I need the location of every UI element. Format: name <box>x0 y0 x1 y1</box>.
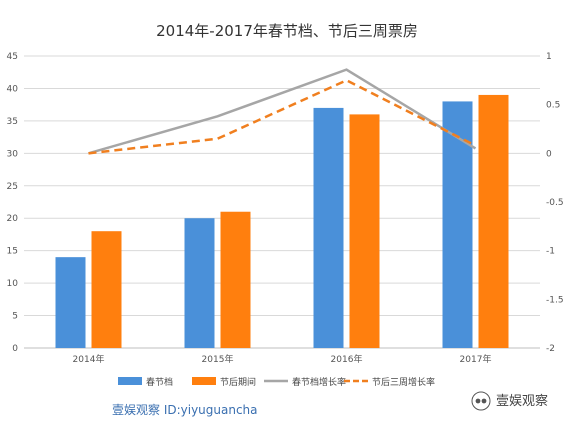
line-series <box>88 68 477 155</box>
bar-post-holiday <box>91 231 122 348</box>
legend-label: 春节档增长率 <box>292 376 346 388</box>
bar-post-holiday <box>349 114 380 349</box>
x-tick-label: 2014年 <box>73 353 105 365</box>
right-tick-label: -1 <box>546 247 555 257</box>
x-axis: 2014年 2015年 2016年 2017年 <box>73 353 492 365</box>
left-tick-label: 20 <box>7 214 19 224</box>
right-tick-label: -2 <box>546 344 555 354</box>
watermark-left-text: 壹娱观察 ID:yiyuguancha <box>112 403 258 417</box>
left-tick-label: 10 <box>7 279 19 289</box>
left-tick-label: 35 <box>7 117 18 127</box>
legend: 春节档 节后期间 春节档增长率 节后三周增长率 <box>118 376 435 388</box>
right-tick-label: 0 <box>546 149 552 159</box>
legend-label: 春节档 <box>146 376 173 388</box>
left-tick-label: 25 <box>7 182 18 192</box>
right-tick-label: -1.5 <box>546 295 564 305</box>
x-tick-label: 2015年 <box>202 353 234 365</box>
left-tick-label: 30 <box>7 149 19 159</box>
left-tick-label: 15 <box>7 247 18 257</box>
left-tick-label: 45 <box>7 52 18 62</box>
chart-title: 2014年-2017年春节档、节后三周票房 <box>156 22 418 40</box>
wechat-account-icon <box>471 391 491 411</box>
bar-post-holiday <box>220 211 251 348</box>
bar-spring-festival <box>55 257 86 348</box>
legend-label: 节后三周增长率 <box>372 376 435 388</box>
left-tick-label: 40 <box>7 84 19 94</box>
legend-swatch <box>118 377 142 385</box>
right-axis: -2 -1.5 -1 -0.5 0 0.5 1 <box>546 52 564 354</box>
bar-post-holiday <box>478 94 509 348</box>
bar-series <box>55 94 509 349</box>
right-tick-label: 0.5 <box>546 101 560 111</box>
line-spring-growth <box>88 68 477 155</box>
x-tick-label: 2017年 <box>460 353 492 365</box>
left-axis: 0 5 10 15 20 25 30 35 40 45 <box>7 52 19 354</box>
left-tick-label: 0 <box>12 344 18 354</box>
x-tick-label: 2016年 <box>331 353 363 365</box>
line-post-growth <box>88 78 477 155</box>
bar-spring-festival <box>313 107 344 349</box>
right-tick-label: 1 <box>546 52 552 62</box>
watermark-right-text: 壹娱观察 <box>496 394 548 409</box>
left-tick-label: 5 <box>12 312 18 322</box>
legend-label: 节后期间 <box>220 376 256 388</box>
bar-spring-festival <box>184 218 215 348</box>
legend-swatch <box>192 377 216 385</box>
right-tick-label: -0.5 <box>546 198 564 208</box>
